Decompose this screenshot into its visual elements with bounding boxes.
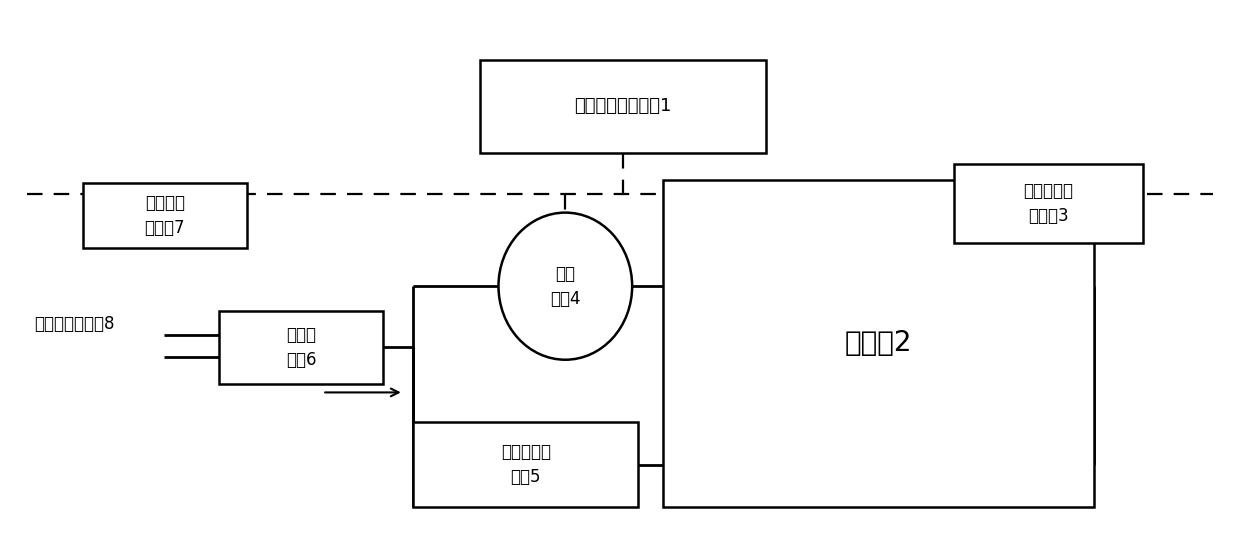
Text: 电池包2: 电池包2 bbox=[844, 329, 911, 358]
Ellipse shape bbox=[498, 212, 632, 360]
Text: 环境温度
传感器7: 环境温度 传感器7 bbox=[145, 194, 185, 237]
Text: 电池
水泵4: 电池 水泵4 bbox=[551, 265, 580, 307]
Text: 电池管理控
制模块3: 电池管理控 制模块3 bbox=[1023, 182, 1074, 225]
Bar bbox=[413, 423, 639, 507]
Text: 电池高压加
热器5: 电池高压加 热器5 bbox=[501, 443, 551, 486]
Bar bbox=[83, 183, 247, 248]
Text: 冷媒高低压管路8: 冷媒高低压管路8 bbox=[35, 315, 115, 333]
Text: 整车热管理控制器1: 整车热管理控制器1 bbox=[574, 97, 672, 115]
Bar bbox=[219, 311, 383, 384]
Bar bbox=[662, 180, 1094, 507]
Bar bbox=[480, 60, 766, 153]
Bar bbox=[954, 163, 1142, 242]
Text: 电池冷
却器6: 电池冷 却器6 bbox=[285, 326, 316, 369]
